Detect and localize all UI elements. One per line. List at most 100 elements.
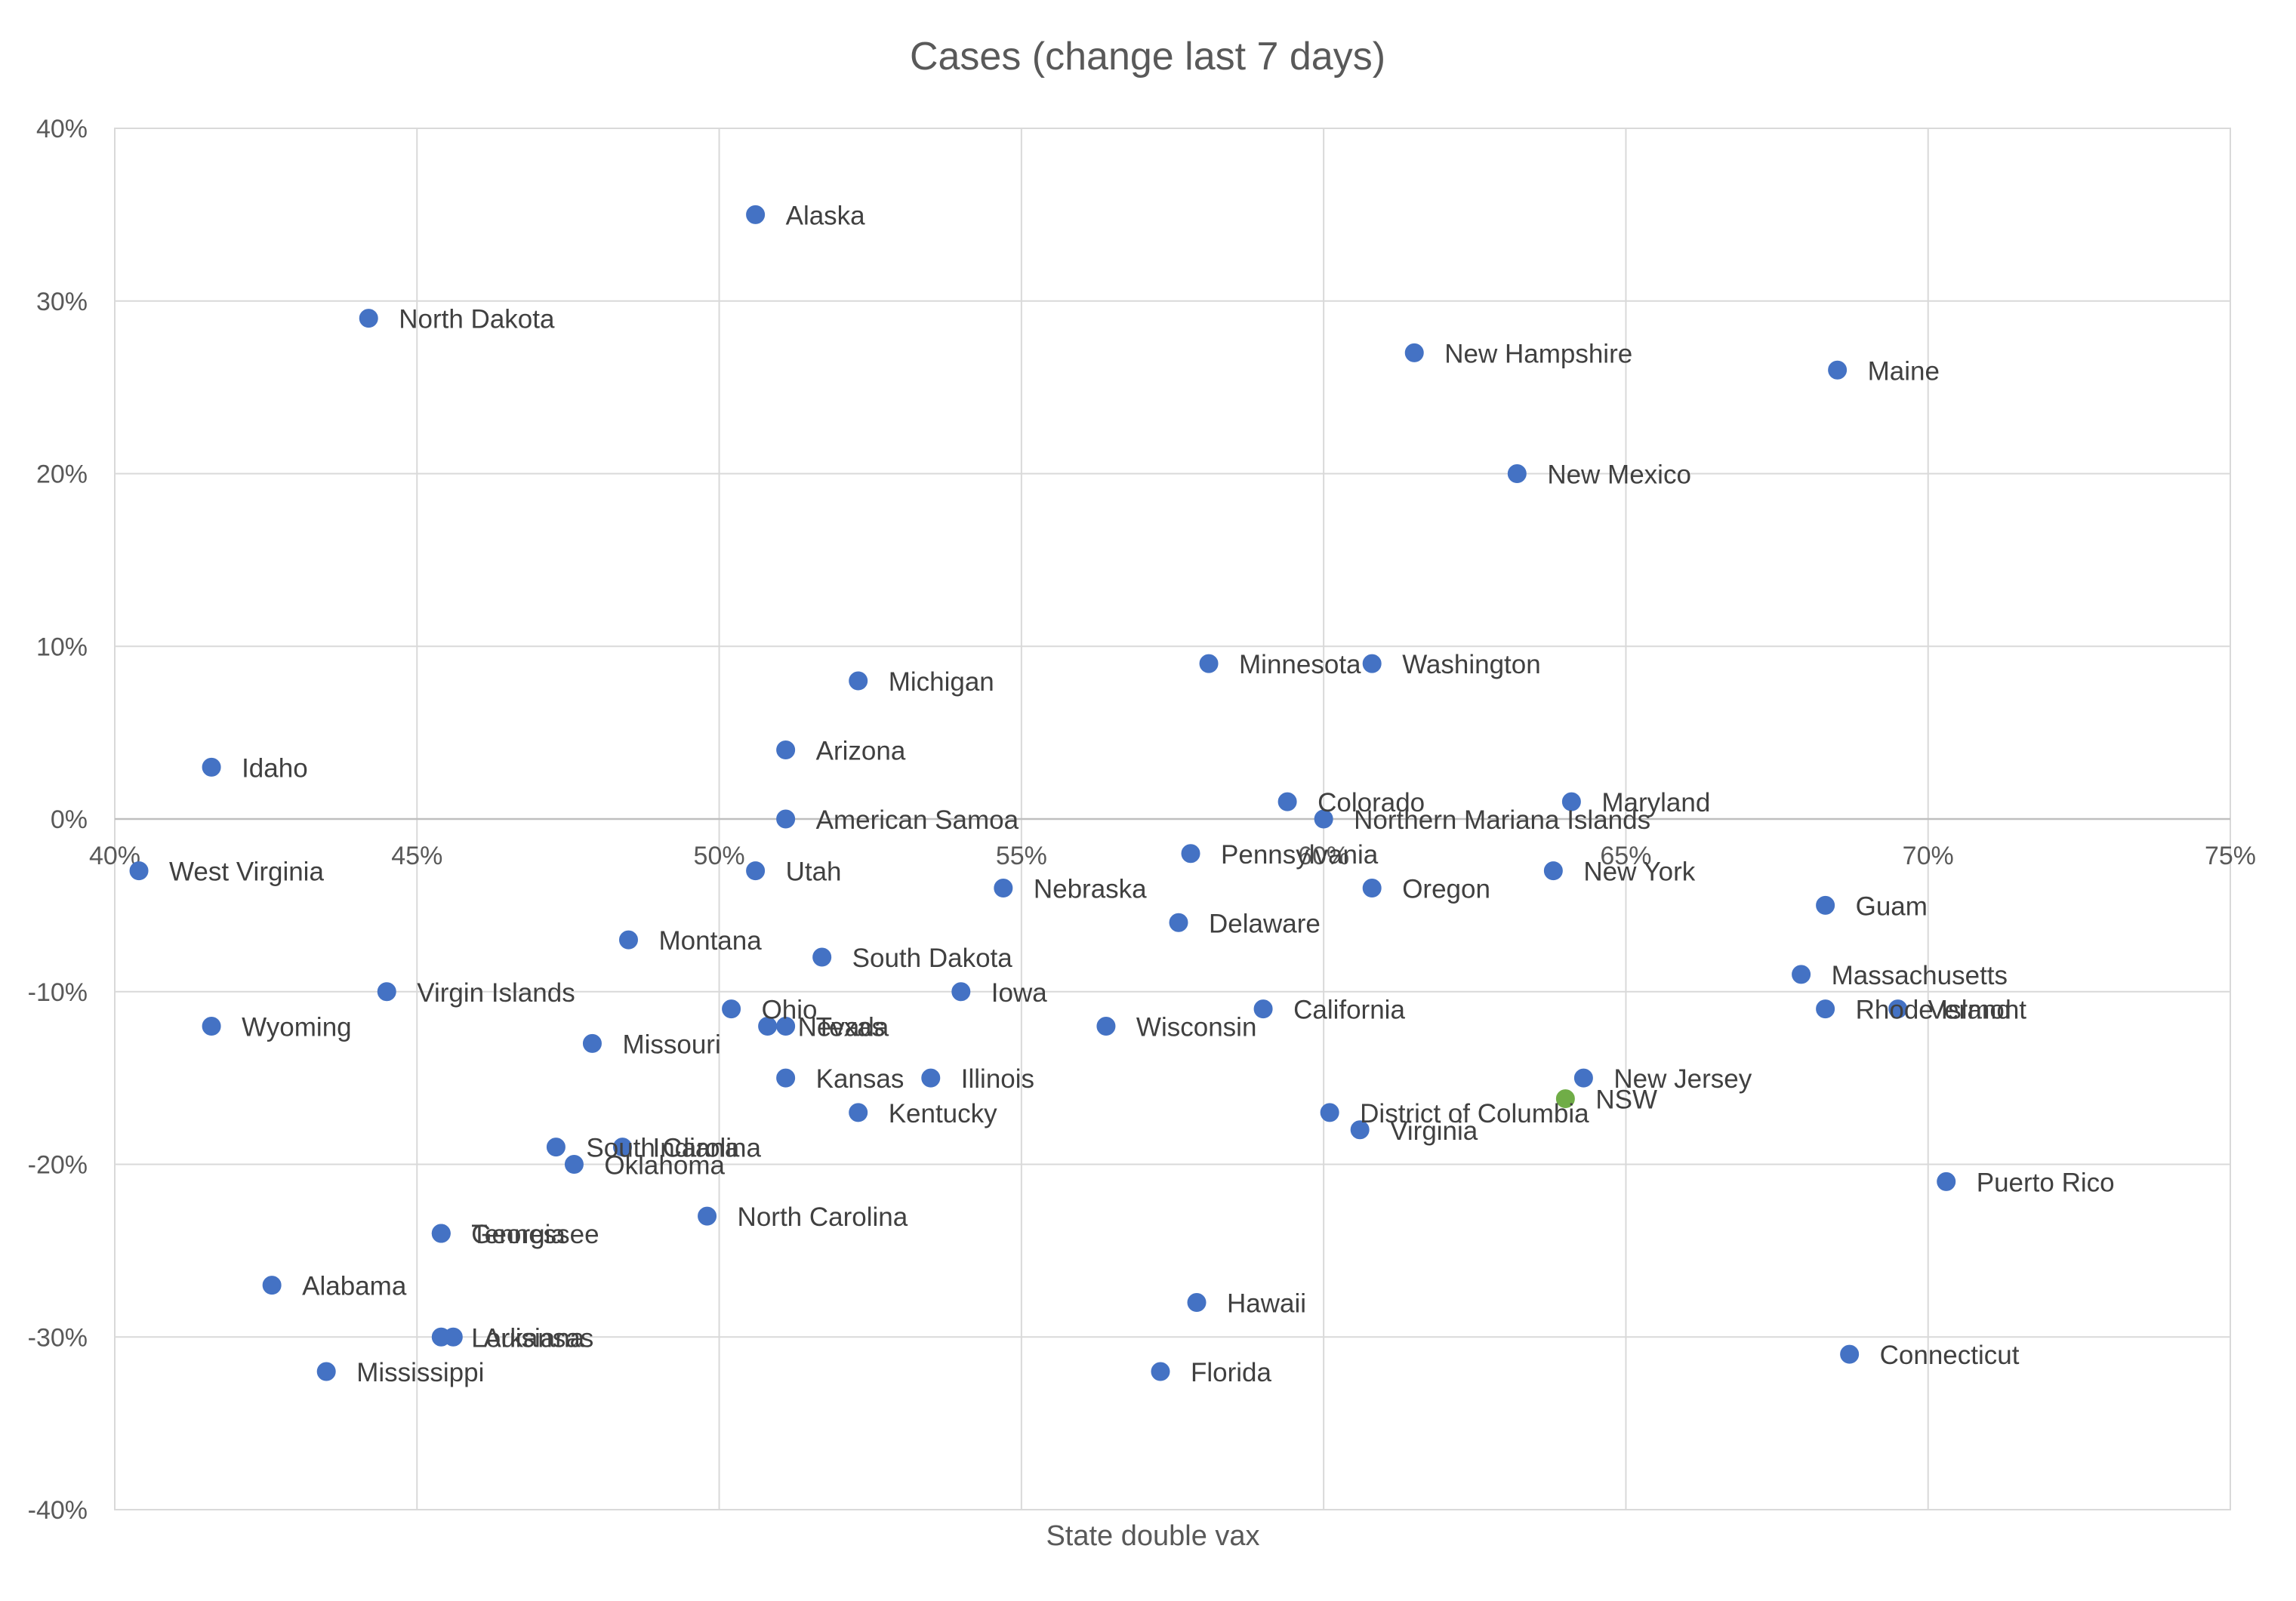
data-point <box>443 1327 463 1347</box>
x-tick-label: 55% <box>996 842 1047 870</box>
data-point-label: Wisconsin <box>1136 1013 1256 1042</box>
data-point <box>377 982 396 1002</box>
data-point-label: Rhode Island <box>1856 996 2011 1025</box>
data-point-label: Kentucky <box>889 1099 997 1128</box>
data-point-label: Massachusetts <box>1832 961 2008 990</box>
data-point <box>812 947 832 967</box>
data-point-label: Indiana <box>652 1134 739 1163</box>
x-axis-title: State double vax <box>1046 1520 1259 1552</box>
y-tick-label: -20% <box>28 1151 88 1180</box>
data-point <box>1253 999 1273 1019</box>
data-point <box>1555 1089 1575 1109</box>
data-point <box>1277 792 1297 811</box>
data-point-label: Connecticut <box>1880 1341 2020 1370</box>
data-point-label: Tennessee <box>471 1220 599 1249</box>
x-tick-label: 60% <box>1298 842 1349 870</box>
data-point-label: Delaware <box>1209 909 1321 938</box>
data-point <box>1507 464 1527 483</box>
data-point-label: Michigan <box>889 667 994 697</box>
data-point <box>582 1033 602 1053</box>
data-point <box>698 1206 717 1226</box>
data-point-label: Virginia <box>1390 1116 1478 1146</box>
data-point <box>776 740 796 759</box>
data-point <box>564 1155 584 1174</box>
y-tick-label: -30% <box>28 1323 88 1352</box>
y-tick-label: -40% <box>28 1496 88 1525</box>
data-point <box>1181 844 1200 864</box>
data-point-label: Mississippi <box>356 1358 484 1387</box>
data-point <box>359 309 378 328</box>
chart-title: Cases (change last 7 days) <box>910 35 1385 79</box>
data-point-label: Minnesota <box>1239 650 1361 679</box>
data-point <box>849 671 868 691</box>
y-tick-label: 40% <box>36 115 88 143</box>
data-point <box>1573 1068 1593 1088</box>
data-point-label: Pennsylvania <box>1221 840 1379 870</box>
data-point <box>431 1224 451 1243</box>
data-point <box>1816 895 1835 915</box>
data-point <box>776 1068 796 1088</box>
data-point-label: New Mexico <box>1547 460 1691 490</box>
data-labels: Alaska North Dakota New Hampshire Maine New … <box>169 201 2115 1387</box>
data-point <box>1937 1172 1956 1191</box>
data-point <box>1187 1293 1207 1312</box>
x-tick-label: 45% <box>391 842 442 870</box>
data-point-label: Missouri <box>622 1030 720 1059</box>
data-point-label: New Jersey <box>1613 1064 1752 1094</box>
data-point <box>1151 1362 1170 1381</box>
data-point <box>722 999 741 1019</box>
data-point-label: Louisiana <box>471 1323 584 1353</box>
data-point <box>202 1017 221 1036</box>
data-point <box>1169 913 1188 932</box>
x-tick-label: 65% <box>1600 842 1651 870</box>
data-point <box>1199 654 1219 673</box>
data-point <box>1362 879 1382 897</box>
data-point <box>1828 360 1848 380</box>
data-point <box>1816 999 1835 1019</box>
y-tick-label: 20% <box>36 460 88 489</box>
data-point-label: American Samoa <box>816 805 1019 835</box>
y-axis-ticks: 40% 30% 20% 10% 0% -10% -20% -30% -40% <box>28 115 88 1525</box>
x-tick-label: 75% <box>2205 842 2256 870</box>
data-point <box>1362 654 1382 673</box>
data-point-label: Virgin Islands <box>417 978 575 1008</box>
data-point <box>951 982 971 1002</box>
data-point-label: Texas <box>816 1013 885 1042</box>
data-point <box>849 1103 868 1122</box>
data-point <box>202 757 221 777</box>
data-point-label: Montana <box>658 926 762 956</box>
data-point-label: Oregon <box>1402 875 1490 904</box>
data-point-label: Maine <box>1868 356 1940 386</box>
data-point-label: Iowa <box>991 978 1047 1008</box>
data-point <box>921 1068 941 1088</box>
data-point-label: Alabama <box>302 1272 407 1301</box>
data-point <box>1320 1103 1339 1122</box>
data-point-label: Wyoming <box>242 1013 352 1042</box>
data-point-label: California <box>1293 996 1405 1025</box>
data-point-label: New York <box>1583 857 1695 887</box>
data-point-label: Utah <box>786 857 842 887</box>
data-point <box>776 1017 796 1036</box>
data-point <box>316 1362 336 1381</box>
data-point-label: Colorado <box>1318 788 1425 817</box>
data-point <box>1543 861 1563 881</box>
data-point-label: Florida <box>1191 1358 1272 1387</box>
data-point-label: Nebraska <box>1034 875 1147 904</box>
data-point <box>746 861 766 881</box>
data-point-label: Ohio <box>762 996 818 1025</box>
data-point-label: Maryland <box>1601 788 1710 817</box>
data-point-label: New Hampshire <box>1444 339 1632 368</box>
data-point-label: Kansas <box>816 1064 905 1094</box>
data-point-label: Guam <box>1856 891 1928 921</box>
data-point-label: Washington <box>1402 650 1541 679</box>
data-point-label: Georgia <box>471 1220 566 1249</box>
data-point-label: North Dakota <box>399 305 555 334</box>
data-point <box>1888 999 1908 1019</box>
data-point-label: District of Columbia <box>1360 1099 1589 1128</box>
y-tick-label: 10% <box>36 633 88 661</box>
data-point-label: Vermont <box>1928 996 2027 1025</box>
data-point <box>1561 792 1581 811</box>
